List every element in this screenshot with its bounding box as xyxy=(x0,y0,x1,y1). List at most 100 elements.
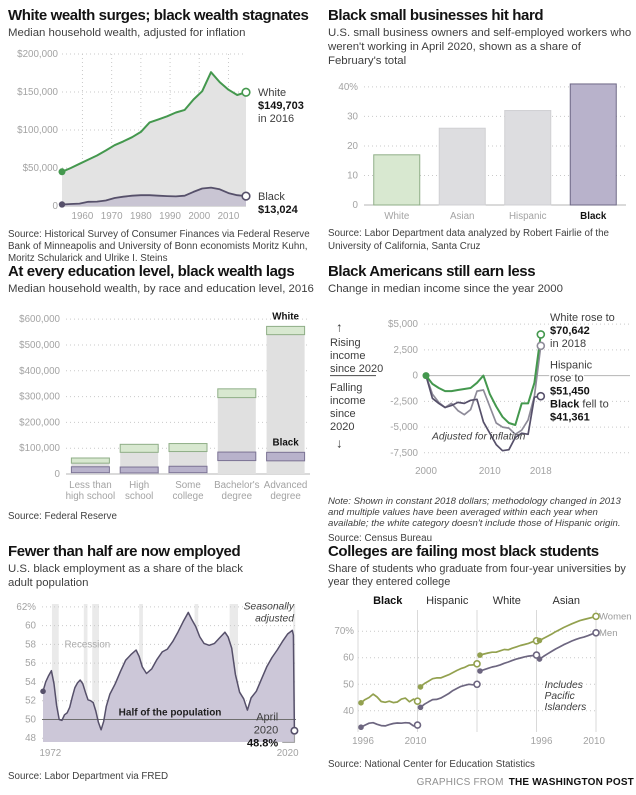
panel-education-wealth: At every education level, black wealth l… xyxy=(8,262,320,542)
svg-text:2018: 2018 xyxy=(530,466,552,477)
chart-subtitle-small-business: U.S. small business owners and self-empl… xyxy=(328,26,632,67)
chart-subtitle-graduation-rates: Share of students who graduate from four… xyxy=(328,562,626,589)
svg-text:degree: degree xyxy=(222,491,253,502)
svg-text:60: 60 xyxy=(25,620,36,631)
chart-source-education-wealth: Source: Federal Reserve xyxy=(8,510,117,522)
svg-text:Women: Women xyxy=(599,612,632,623)
svg-text:54: 54 xyxy=(25,676,36,687)
svg-text:↑: ↑ xyxy=(336,319,343,334)
svg-text:52: 52 xyxy=(25,695,36,706)
svg-text:Asian: Asian xyxy=(552,595,580,607)
svg-text:50: 50 xyxy=(343,680,354,691)
svg-text:2010: 2010 xyxy=(479,466,501,477)
svg-text:0: 0 xyxy=(413,370,419,381)
panel-wealth-trend: White wealth surges; black wealth stagna… xyxy=(8,6,320,262)
svg-text:$300,000: $300,000 xyxy=(19,391,60,402)
svg-text:2000: 2000 xyxy=(188,211,210,222)
svg-text:Some: Some xyxy=(175,480,201,491)
svg-text:High: High xyxy=(129,480,149,491)
chart-source-income-change: Source: Census Bureau xyxy=(328,532,433,542)
chart-subtitle-employment-share: U.S. black employment as a share of the … xyxy=(8,562,243,589)
svg-text:$200,000: $200,000 xyxy=(17,49,58,60)
svg-text:Black: Black xyxy=(580,211,607,222)
small-business-bar-chart: 0 10 20 30 40% White Asian Hispanic Black xyxy=(328,73,634,225)
chart-title-employment-share: Fewer than half are now employed xyxy=(8,543,241,560)
svg-text:high school: high school xyxy=(66,491,116,502)
svg-text:Adjusted for inflation: Adjusted for inflation xyxy=(431,431,526,442)
svg-text:1972: 1972 xyxy=(39,748,61,759)
svg-text:Black: Black xyxy=(258,191,285,203)
svg-text:2010: 2010 xyxy=(583,736,605,747)
svg-text:2000: 2000 xyxy=(415,466,437,477)
svg-text:White: White xyxy=(384,211,410,222)
chart-title-graduation-rates: Colleges are failing most black students xyxy=(328,543,599,560)
svg-text:$51,450: $51,450 xyxy=(550,385,590,397)
svg-text:$41,361: $41,361 xyxy=(550,411,590,423)
svg-text:Black: Black xyxy=(373,595,403,607)
graphics-credit-prefix: GRAPHICS FROM xyxy=(416,776,504,788)
wealth-trend-line-chart: 1960 1970 1980 1990 2000 2010 0 $50,000 $100,000… xyxy=(8,46,320,226)
chart-source-employment-share: Source: Labor Department via FRED xyxy=(8,770,169,782)
svg-text:2020: 2020 xyxy=(277,748,299,759)
svg-text:Hispanic: Hispanic xyxy=(509,211,547,222)
panel-income-change: Black Americans still earn less Change i… xyxy=(328,262,634,542)
svg-text:Islanders: Islanders xyxy=(545,703,587,714)
chart-subtitle-wealth-trend: Median household wealth, adjusted for in… xyxy=(8,26,246,39)
svg-text:in 2016: in 2016 xyxy=(258,113,294,125)
income-change-line-chart: $5,000 2,500 0 -2,500 -5,000 -7,500 2000 2010 20… xyxy=(328,302,634,494)
graduation-rates-small-multiples-chart: 40 50 60 70% Black 1996 2010 Hispanic White Asian… xyxy=(328,594,634,756)
svg-text:$600,000: $600,000 xyxy=(19,314,60,325)
svg-text:White: White xyxy=(258,87,286,99)
svg-text:Recession: Recession xyxy=(64,639,110,650)
svg-text:60: 60 xyxy=(343,653,354,664)
chart-title-small-business: Black small businesses hit hard xyxy=(328,7,544,24)
svg-text:$100,000: $100,000 xyxy=(19,443,60,454)
svg-text:Less than: Less than xyxy=(69,480,111,491)
svg-text:degree: degree xyxy=(270,491,301,502)
svg-text:50: 50 xyxy=(25,714,36,725)
svg-text:Black: Black xyxy=(273,437,300,448)
education-wealth-range-chart: 0 $100,000 $200,000 $300,000 $400,000 $500,00… xyxy=(8,302,320,508)
svg-text:White: White xyxy=(493,595,521,607)
svg-text:Rising: Rising xyxy=(330,336,361,348)
panel-small-business: Black small businesses hit hard U.S. sma… xyxy=(328,6,634,262)
svg-text:$5,000: $5,000 xyxy=(388,319,419,330)
svg-text:1980: 1980 xyxy=(130,211,152,222)
svg-text:1960: 1960 xyxy=(72,211,94,222)
svg-text:$100,000: $100,000 xyxy=(17,125,58,136)
svg-text:school: school xyxy=(125,491,153,502)
svg-text:30: 30 xyxy=(347,112,358,123)
svg-text:rose to: rose to xyxy=(550,372,584,384)
svg-text:40%: 40% xyxy=(338,82,358,93)
svg-text:Hispanic: Hispanic xyxy=(550,359,593,371)
svg-text:Includes: Includes xyxy=(545,681,583,692)
svg-text:-5,000: -5,000 xyxy=(390,422,418,433)
svg-text:White rose to: White rose to xyxy=(550,312,615,324)
svg-text:income: income xyxy=(330,349,365,361)
panel-graduation-rates: Colleges are failing most black students… xyxy=(328,542,634,795)
svg-text:20: 20 xyxy=(347,141,358,152)
svg-text:0: 0 xyxy=(55,469,61,480)
svg-text:Black fell to: Black fell to xyxy=(550,398,609,410)
svg-text:Falling: Falling xyxy=(330,382,362,394)
svg-text:college: college xyxy=(172,491,204,502)
svg-text:Asian: Asian xyxy=(450,211,475,222)
svg-text:0: 0 xyxy=(353,200,359,211)
svg-text:↓: ↓ xyxy=(336,435,343,450)
chart-subtitle-income-change: Change in median income since the year 2… xyxy=(328,282,563,295)
svg-text:Seasonally: Seasonally xyxy=(244,601,295,612)
svg-text:$400,000: $400,000 xyxy=(19,365,60,376)
svg-text:Pacific: Pacific xyxy=(545,692,576,703)
svg-text:0: 0 xyxy=(53,201,59,212)
chart-subtitle-education-wealth: Median household wealth, by race and edu… xyxy=(8,282,314,295)
employment-share-area-chart: 48 50 52 54 56 58 60 62% Recession Seasonally adju… xyxy=(8,596,320,768)
svg-text:1970: 1970 xyxy=(101,211,123,222)
chart-source-graduation-rates: Source: National Center for Education St… xyxy=(328,759,535,771)
graphics-credit-brand: THE WASHINGTON POST xyxy=(508,776,634,788)
svg-text:2020: 2020 xyxy=(330,421,354,433)
svg-text:Advanced: Advanced xyxy=(264,480,308,491)
svg-text:Men: Men xyxy=(599,628,617,639)
svg-text:in 2018: in 2018 xyxy=(550,338,586,350)
svg-text:income: income xyxy=(330,395,365,407)
